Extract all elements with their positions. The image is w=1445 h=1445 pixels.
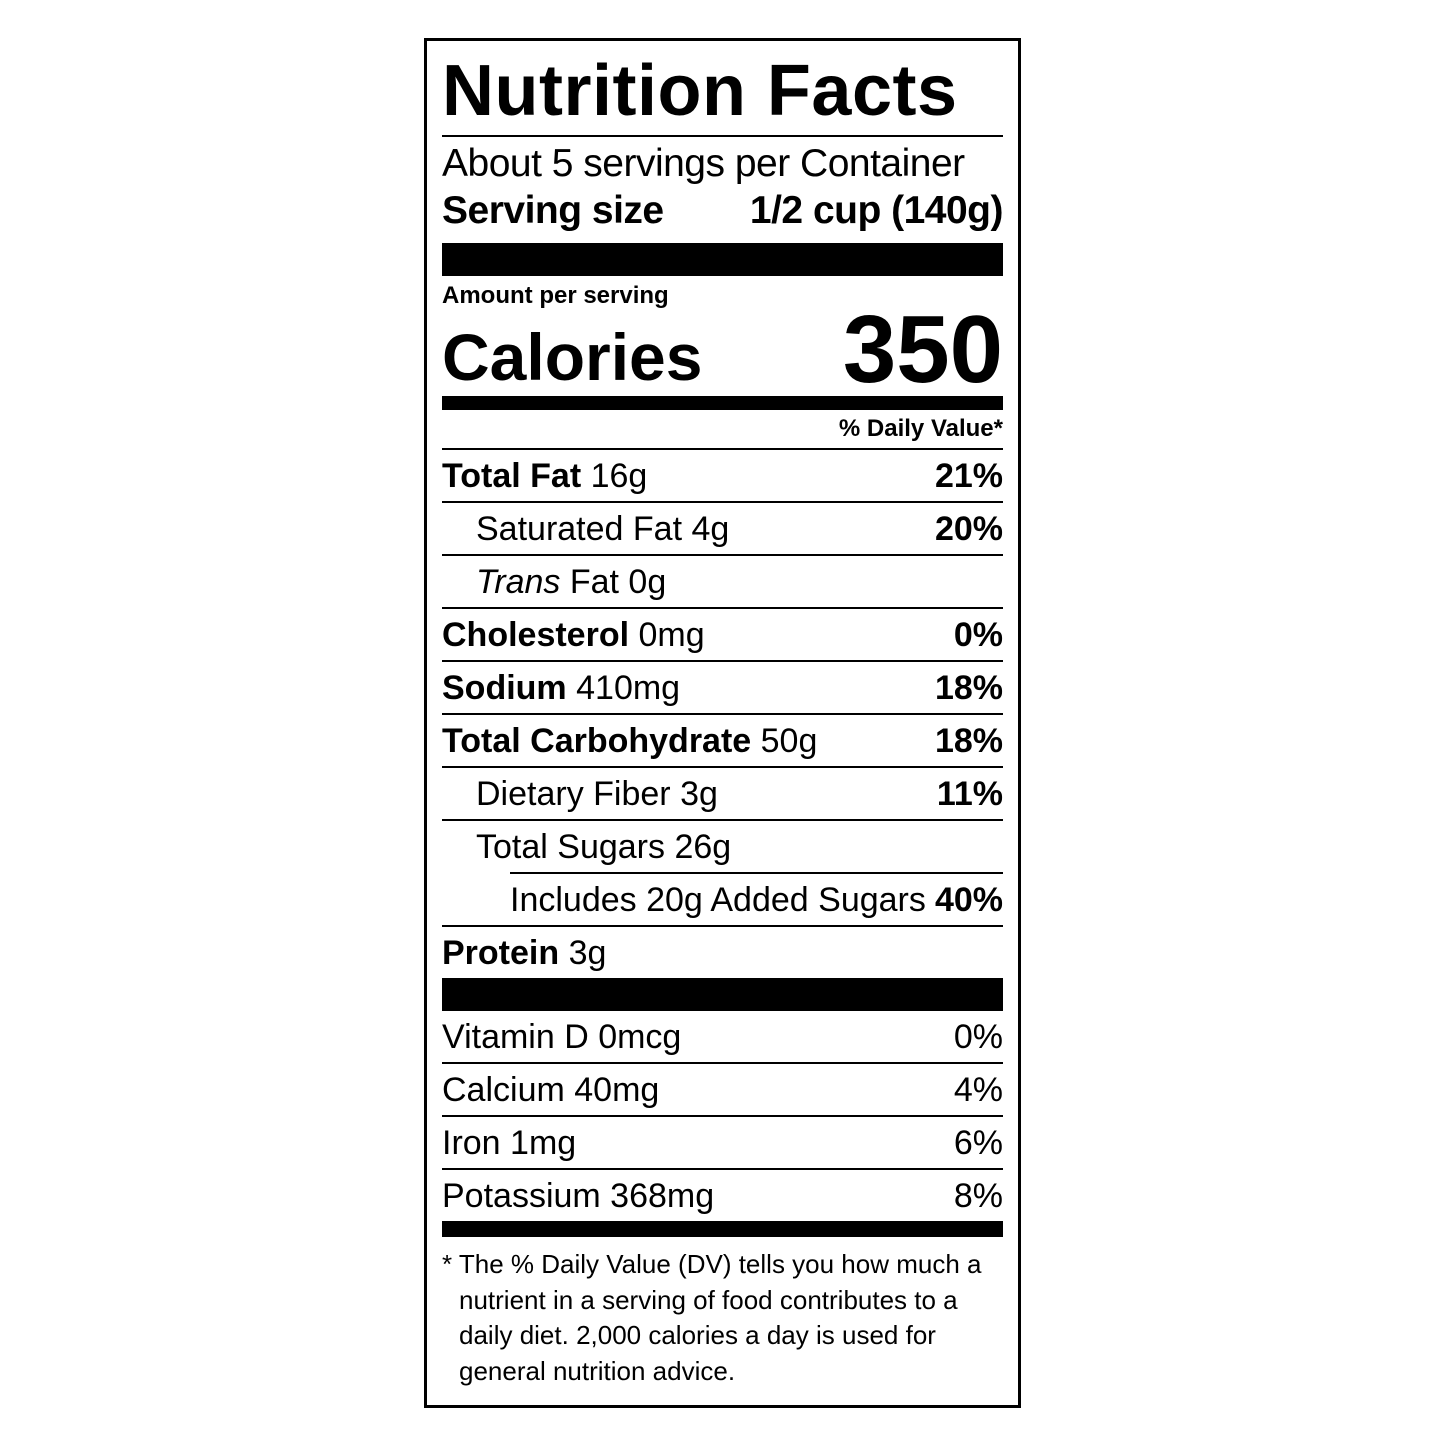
nutrient-row-saturated-fat: Saturated Fat 4g 20% (442, 503, 1003, 556)
nutrient-name: Includes 20g Added Sugars (510, 881, 926, 919)
nutrient-amount: 3g (568, 934, 607, 972)
divider-medium (442, 396, 1003, 410)
calories-value: 350 (842, 296, 1003, 403)
nutrient-name: Cholesterol (442, 616, 630, 654)
serving-size: Serving size 1/2 cup (140g) (442, 187, 1004, 235)
serving-size-value: 1/2 cup (140g) (749, 189, 1004, 232)
divider-thick (442, 243, 1003, 276)
nutrient-name: Fat (569, 563, 619, 601)
vitamin-row-calcium: Calcium 40mg 4% (442, 1064, 1003, 1117)
divider-thick (442, 978, 1003, 1011)
nutrient-row-dietary-fiber: Dietary Fiber 3g 11% (442, 768, 1003, 821)
nutrient-name-italic: Trans (476, 563, 561, 601)
nutrient-row-protein: Protein 3g (442, 927, 1003, 978)
calories-row: Calories 350 (442, 296, 1003, 403)
nutrient-row-cholesterol: Cholesterol 0mg 0% (442, 609, 1003, 662)
nutrient-row-total-fat: Total Fat 16g 21% (442, 450, 1003, 503)
nutrition-facts-label: Nutrition Facts About 5 servings per Con… (424, 38, 1021, 1408)
divider-medium (442, 1221, 1003, 1237)
vitamin-name: Potassium 368mg (442, 1177, 715, 1215)
calories-label: Calories (442, 320, 703, 394)
nutrient-amount: 0mg (638, 616, 705, 654)
nutrient-amount: 50g (760, 722, 818, 760)
nutrient-dv: 40% (934, 881, 1003, 919)
nutrient-amount: 410mg (576, 669, 681, 707)
vitamin-row-iron: Iron 1mg 6% (442, 1117, 1003, 1170)
nutrient-name: Sodium (442, 669, 567, 707)
nutrient-dv: 11% (936, 775, 1003, 813)
nutrient-dv: 0% (953, 616, 1003, 654)
nutrient-dv: 21% (934, 457, 1003, 495)
nutrient-amount: 4g (691, 510, 730, 548)
nutrient-row-total-sugars: Total Sugars 26g (442, 821, 1003, 872)
nutrient-row-added-sugars: Includes 20g Added Sugars 40% (442, 874, 1003, 927)
nutrient-name: Total Carbohydrate (442, 722, 752, 760)
nutrient-amount: 16g (590, 457, 648, 495)
divider (442, 448, 1003, 450)
nutrient-dv: 18% (934, 669, 1003, 707)
footnote: * The % Daily Value (DV) tells you how m… (442, 1249, 982, 1386)
nutrient-amount: 3g (680, 775, 718, 813)
vitamin-name: Iron 1mg (442, 1124, 577, 1162)
servings-per-container: About 5 servings per Container (442, 142, 965, 185)
nutrient-row-trans-fat: Trans Fat 0g (442, 556, 1003, 609)
nutrient-dv: 18% (934, 722, 1003, 760)
divider (442, 135, 1003, 137)
nutrient-row-total-carbohydrate: Total Carbohydrate 50g 18% (442, 715, 1003, 768)
vitamin-dv: 4% (953, 1071, 1003, 1109)
daily-value-header: % Daily Value* (838, 415, 1003, 442)
nutrient-row-sodium: Sodium 410mg 18% (442, 662, 1003, 715)
vitamin-name: Calcium 40mg (442, 1071, 660, 1109)
nutrient-name: Dietary Fiber (476, 775, 671, 813)
nutrient-name: Total Sugars (476, 828, 665, 866)
vitamin-row-potassium: Potassium 368mg 8% (442, 1170, 1003, 1221)
nutrient-name: Saturated Fat (476, 510, 683, 548)
vitamin-dv: 6% (953, 1124, 1003, 1162)
nutrient-dv: 20% (934, 510, 1003, 548)
vitamin-dv: 8% (953, 1177, 1003, 1215)
serving-size-label: Serving size (442, 189, 664, 232)
title: Nutrition Facts (442, 51, 958, 131)
nutrient-name: Total Fat (442, 457, 582, 495)
nutrient-amount: 0g (628, 563, 667, 601)
vitamin-row-vitamin-d: Vitamin D 0mcg 0% (442, 1011, 1003, 1064)
nutrient-name: Protein (442, 934, 560, 972)
nutrient-amount: 26g (674, 828, 732, 866)
amount-per-serving: Amount per serving (442, 282, 669, 309)
divider (510, 872, 1003, 874)
vitamin-dv: 0% (953, 1018, 1003, 1056)
vitamin-name: Vitamin D 0mcg (442, 1018, 682, 1056)
